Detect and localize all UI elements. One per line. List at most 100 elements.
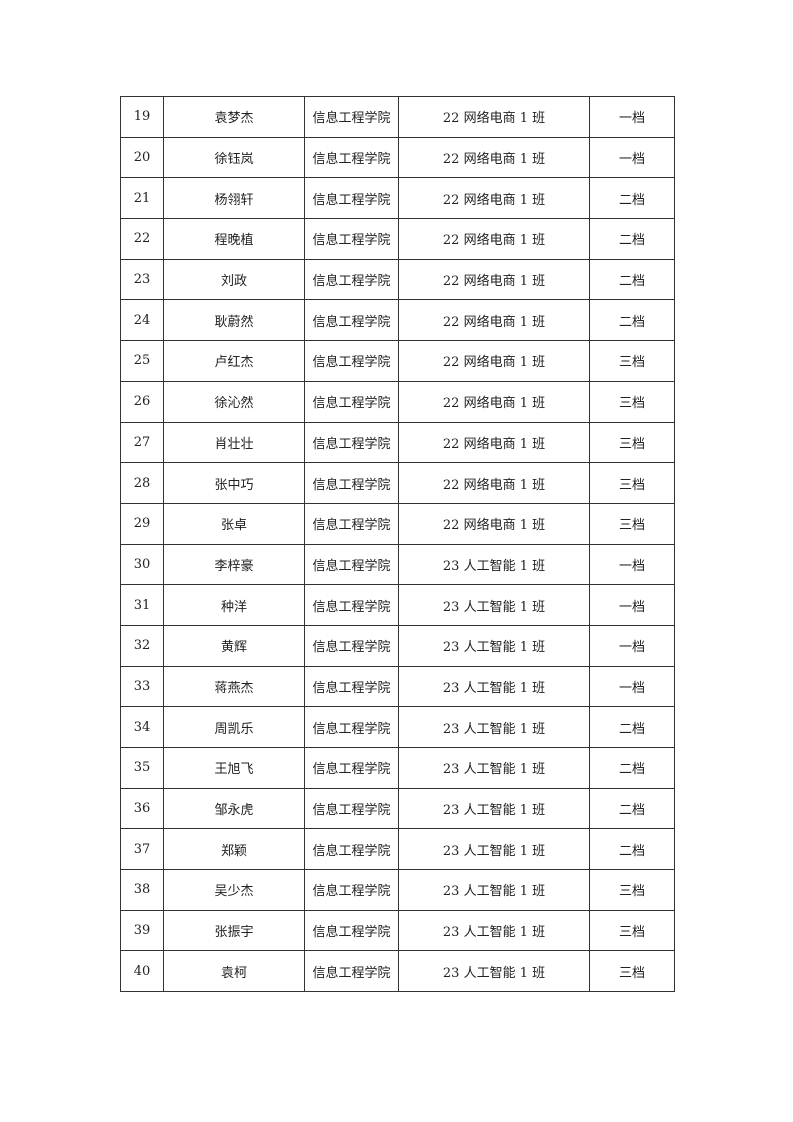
cell-class: 23 人工智能 1 班 (398, 828, 590, 871)
cell-class: 23 人工智能 1 班 (398, 624, 590, 667)
cell-class: 23 人工智能 1 班 (398, 747, 590, 789)
cell-name: 郑颖 (163, 828, 305, 871)
cell-number: 40 (120, 950, 164, 993)
cell-name: 黄辉 (163, 624, 305, 667)
table-row: 25 卢红杰 信息工程学院 22 网络电商 1 班三档 (120, 340, 675, 382)
cell-class: 22 网络电商 1 班 (398, 258, 590, 301)
cell-name: 徐沁然 (163, 380, 305, 423)
table-row: 37 郑颖 信息工程学院 23 人工智能 1 班二档 (120, 828, 675, 871)
cell-tier: 二档 (589, 177, 675, 220)
cell-class: 23 人工智能 1 班 (398, 665, 590, 708)
table-row: 39 张振宇 信息工程学院 23 人工智能 1 班三档 (120, 909, 675, 952)
table-row: 31 种洋 信息工程学院 23 人工智能 1 班一档 (120, 584, 675, 626)
cell-class: 22 网络电商 1 班 (398, 421, 590, 464)
cell-number: 32 (120, 624, 164, 667)
cell-class: 22 网络电商 1 班 (398, 136, 590, 179)
cell-college: 信息工程学院 (304, 787, 399, 830)
cell-name: 张卓 (163, 502, 305, 545)
table-row: 29 张卓 信息工程学院 22 网络电商 1 班三档 (120, 502, 675, 545)
cell-class: 23 人工智能 1 班 (398, 706, 590, 748)
cell-tier: 二档 (589, 218, 675, 260)
cell-name: 周凯乐 (163, 706, 305, 748)
cell-name: 张振宇 (163, 909, 305, 952)
cell-college: 信息工程学院 (304, 380, 399, 423)
table-row: 40 袁柯 信息工程学院 23 人工智能 1 班三档 (120, 950, 675, 993)
cell-number: 20 (120, 136, 164, 179)
table-row: 21 杨翎轩 信息工程学院 22 网络电商 1 班二档 (120, 177, 675, 220)
cell-college: 信息工程学院 (304, 462, 399, 504)
cell-tier: 二档 (589, 299, 675, 342)
table-row: 22 程晚植 信息工程学院 22 网络电商 1 班二档 (120, 218, 675, 260)
cell-name: 徐钰岚 (163, 136, 305, 179)
cell-name: 王旭飞 (163, 747, 305, 789)
cell-tier: 一档 (589, 136, 675, 179)
table-row: 32 黄辉 信息工程学院 23 人工智能 1 班一档 (120, 624, 675, 667)
cell-class: 23 人工智能 1 班 (398, 543, 590, 586)
cell-number: 21 (120, 177, 164, 220)
cell-tier: 一档 (589, 96, 675, 138)
cell-class: 22 网络电商 1 班 (398, 462, 590, 504)
cell-college: 信息工程学院 (304, 340, 399, 382)
cell-college: 信息工程学院 (304, 665, 399, 708)
cell-number: 34 (120, 706, 164, 748)
cell-tier: 三档 (589, 380, 675, 423)
cell-number: 36 (120, 787, 164, 830)
cell-tier: 二档 (589, 747, 675, 789)
cell-class: 22 网络电商 1 班 (398, 380, 590, 423)
table-row: 26 徐沁然 信息工程学院 22 网络电商 1 班三档 (120, 380, 675, 423)
cell-number: 38 (120, 869, 164, 911)
student-table: 19 袁梦杰 信息工程学院 22 网络电商 1 班一档 20 徐钰岚 信息工程学院 22 网络… (120, 96, 675, 993)
table-row: 34 周凯乐 信息工程学院 23 人工智能 1 班二档 (120, 706, 675, 748)
cell-name: 卢红杰 (163, 340, 305, 382)
cell-number: 35 (120, 747, 164, 789)
cell-name: 张中巧 (163, 462, 305, 504)
cell-college: 信息工程学院 (304, 502, 399, 545)
cell-class: 22 网络电商 1 班 (398, 340, 590, 382)
cell-college: 信息工程学院 (304, 950, 399, 993)
cell-class: 23 人工智能 1 班 (398, 950, 590, 993)
cell-class: 22 网络电商 1 班 (398, 299, 590, 342)
cell-number: 22 (120, 218, 164, 260)
cell-tier: 三档 (589, 340, 675, 382)
cell-college: 信息工程学院 (304, 828, 399, 871)
cell-tier: 二档 (589, 828, 675, 871)
cell-class: 22 网络电商 1 班 (398, 96, 590, 138)
cell-number: 28 (120, 462, 164, 504)
cell-college: 信息工程学院 (304, 218, 399, 260)
cell-college: 信息工程学院 (304, 177, 399, 220)
cell-college: 信息工程学院 (304, 869, 399, 911)
cell-college: 信息工程学院 (304, 543, 399, 586)
cell-number: 25 (120, 340, 164, 382)
table-body: 19 袁梦杰 信息工程学院 22 网络电商 1 班一档 20 徐钰岚 信息工程学院 22 网络… (120, 96, 675, 993)
cell-tier: 一档 (589, 584, 675, 626)
cell-college: 信息工程学院 (304, 909, 399, 952)
cell-tier: 三档 (589, 462, 675, 504)
cell-number: 33 (120, 665, 164, 708)
cell-tier: 三档 (589, 421, 675, 464)
cell-college: 信息工程学院 (304, 136, 399, 179)
cell-class: 22 网络电商 1 班 (398, 502, 590, 545)
table-row: 19 袁梦杰 信息工程学院 22 网络电商 1 班一档 (120, 96, 675, 138)
cell-number: 23 (120, 258, 164, 301)
cell-name: 刘政 (163, 258, 305, 301)
cell-name: 耿蔚然 (163, 299, 305, 342)
cell-tier: 二档 (589, 258, 675, 301)
cell-tier: 三档 (589, 869, 675, 911)
cell-class: 23 人工智能 1 班 (398, 584, 590, 626)
table-row: 30 李梓豪 信息工程学院 23 人工智能 1 班一档 (120, 543, 675, 586)
cell-college: 信息工程学院 (304, 584, 399, 626)
cell-college: 信息工程学院 (304, 299, 399, 342)
cell-tier: 一档 (589, 543, 675, 586)
cell-name: 邹永虎 (163, 787, 305, 830)
cell-tier: 一档 (589, 624, 675, 667)
cell-number: 39 (120, 909, 164, 952)
table-row: 33 蒋燕杰 信息工程学院 23 人工智能 1 班一档 (120, 665, 675, 708)
cell-name: 程晚植 (163, 218, 305, 260)
cell-college: 信息工程学院 (304, 421, 399, 464)
cell-number: 27 (120, 421, 164, 464)
cell-name: 肖壮壮 (163, 421, 305, 464)
cell-number: 19 (120, 96, 164, 138)
cell-number: 29 (120, 502, 164, 545)
cell-tier: 三档 (589, 950, 675, 993)
cell-college: 信息工程学院 (304, 747, 399, 789)
